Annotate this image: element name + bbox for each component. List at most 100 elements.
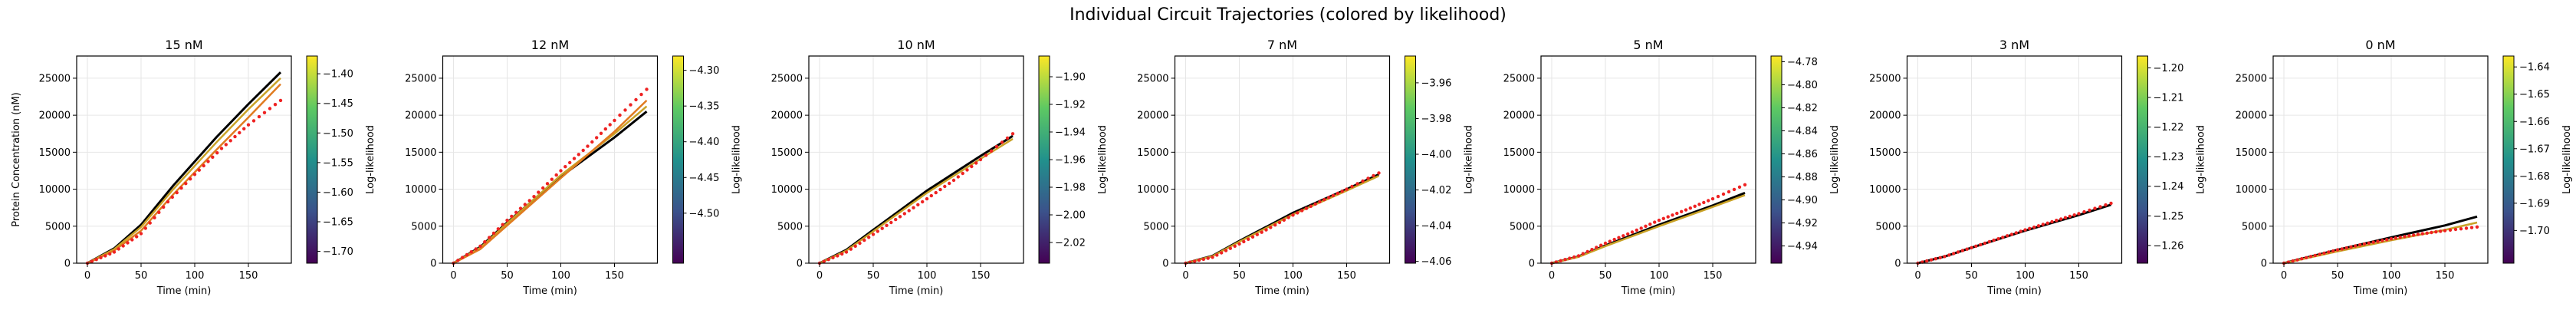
observed-point bbox=[2077, 212, 2081, 216]
observed-point bbox=[634, 97, 638, 102]
observed-point bbox=[894, 217, 898, 222]
x-tick-label: 150 bbox=[239, 270, 258, 282]
observed-point bbox=[211, 155, 215, 159]
colorbar bbox=[2137, 55, 2148, 264]
y-tick-label: 10000 bbox=[405, 184, 436, 196]
observed-point bbox=[2407, 234, 2411, 238]
observed-point bbox=[2340, 247, 2344, 251]
y-tick-label: 5000 bbox=[1143, 221, 1168, 232]
panel-5: 0 50 100 150 0 5000 10000 15000 20000 25000 3 nM Ti… bbox=[1869, 38, 2206, 297]
observed-point bbox=[1693, 204, 1697, 208]
colorbar-tick-label: −2.00 bbox=[1055, 210, 1086, 222]
observed-point bbox=[1282, 218, 1286, 222]
x-tick-label: 50 bbox=[867, 270, 880, 282]
observed-point bbox=[532, 195, 536, 199]
colorbar-tick-label: −4.00 bbox=[1421, 150, 1452, 161]
observed-point bbox=[984, 153, 988, 157]
observed-point bbox=[1630, 230, 1635, 234]
axes-frame bbox=[1906, 55, 2123, 264]
observed-point bbox=[844, 250, 849, 254]
x-tick-label: 100 bbox=[918, 270, 937, 282]
trajectory-line bbox=[819, 137, 1014, 265]
panel-title: 0 nM bbox=[2365, 38, 2395, 52]
observed-point bbox=[2050, 219, 2054, 224]
observed-point bbox=[1721, 192, 1726, 196]
trajectory-line bbox=[87, 71, 282, 265]
x-tick-label: 50 bbox=[135, 270, 148, 282]
observed-point bbox=[1313, 202, 1317, 206]
observed-point bbox=[2475, 225, 2479, 229]
x-tick-label: 50 bbox=[501, 270, 514, 282]
panel-title: 3 nM bbox=[1999, 38, 2029, 52]
y-tick-label: 20000 bbox=[2236, 110, 2267, 122]
observed-point bbox=[1732, 187, 1737, 192]
observed-point bbox=[603, 127, 607, 131]
observed-point bbox=[192, 173, 197, 176]
observed-point bbox=[1242, 239, 1246, 244]
colorbar-tick-label: −1.20 bbox=[2154, 63, 2184, 74]
observed-point bbox=[94, 258, 98, 262]
colorbar bbox=[1038, 55, 1050, 264]
observed-point bbox=[1005, 136, 1010, 140]
observed-point bbox=[858, 241, 862, 246]
observed-point bbox=[2014, 231, 2018, 235]
observed-point bbox=[2380, 239, 2384, 242]
observed-point bbox=[608, 123, 612, 127]
x-tick-label: 50 bbox=[1965, 270, 1978, 282]
observed-point bbox=[1702, 200, 1706, 205]
panel-3: 0 50 100 150 0 5000 10000 15000 20000 25000 7 nM Ti… bbox=[1137, 38, 1474, 297]
observed-point bbox=[1277, 220, 1282, 225]
observed-point bbox=[1206, 256, 1210, 260]
observed-point bbox=[1309, 204, 1313, 208]
observed-point bbox=[554, 173, 558, 177]
y-tick-label: 5000 bbox=[411, 221, 436, 232]
observed-point bbox=[1211, 256, 1214, 259]
observed-point bbox=[645, 87, 649, 91]
observed-point bbox=[586, 144, 590, 148]
observed-point bbox=[246, 123, 251, 127]
observed-point bbox=[469, 250, 473, 254]
observed-point bbox=[907, 209, 911, 213]
observed-point bbox=[112, 250, 117, 254]
observed-point bbox=[2371, 240, 2375, 244]
x-tick-label: 0 bbox=[450, 270, 456, 282]
observed-point bbox=[876, 229, 880, 233]
colorbar bbox=[306, 55, 318, 264]
observed-point bbox=[545, 182, 550, 186]
y-tick-label: 20000 bbox=[771, 110, 803, 122]
observed-point bbox=[157, 210, 161, 214]
colorbar-tick-label: −4.40 bbox=[689, 137, 720, 148]
colorbar-label: Log-likelihood bbox=[731, 125, 743, 194]
observed-point bbox=[1947, 253, 1951, 257]
observed-point bbox=[1603, 241, 1608, 246]
x-tick-label: 100 bbox=[186, 270, 205, 282]
observed-point bbox=[518, 206, 523, 210]
observed-point bbox=[1979, 242, 1983, 247]
axes-frame bbox=[2272, 55, 2489, 264]
x-axis-label: Time (min) bbox=[156, 285, 212, 297]
colorbar-tick-label: −1.68 bbox=[2519, 171, 2550, 183]
observed-point bbox=[623, 108, 627, 112]
y-tick-label: 10000 bbox=[1503, 184, 1535, 196]
observed-point bbox=[1697, 203, 1701, 206]
observed-point bbox=[1300, 209, 1304, 213]
colorbar-tick-label: −1.50 bbox=[323, 128, 353, 140]
colorbar-tick-label: −4.94 bbox=[1787, 241, 1818, 252]
trajectory-line bbox=[452, 100, 648, 265]
y-tick-label: 20000 bbox=[1503, 110, 1535, 122]
x-axis-label: Time (min) bbox=[889, 285, 944, 297]
observed-point bbox=[1617, 236, 1621, 239]
observed-point bbox=[514, 210, 518, 214]
observed-point bbox=[826, 258, 830, 262]
observed-point bbox=[461, 256, 465, 259]
observed-point bbox=[1626, 232, 1630, 236]
colorbar-label: Log-likelihood bbox=[2196, 125, 2207, 194]
y-tick-label: 10000 bbox=[1869, 184, 1901, 196]
x-tick-label: 100 bbox=[2382, 270, 2401, 282]
x-tick-label: 100 bbox=[2016, 270, 2035, 282]
observed-point bbox=[629, 103, 632, 107]
y-tick-label: 20000 bbox=[1869, 110, 1901, 122]
observed-point bbox=[501, 223, 504, 226]
observed-point bbox=[189, 177, 192, 181]
observed-point bbox=[2349, 245, 2353, 249]
